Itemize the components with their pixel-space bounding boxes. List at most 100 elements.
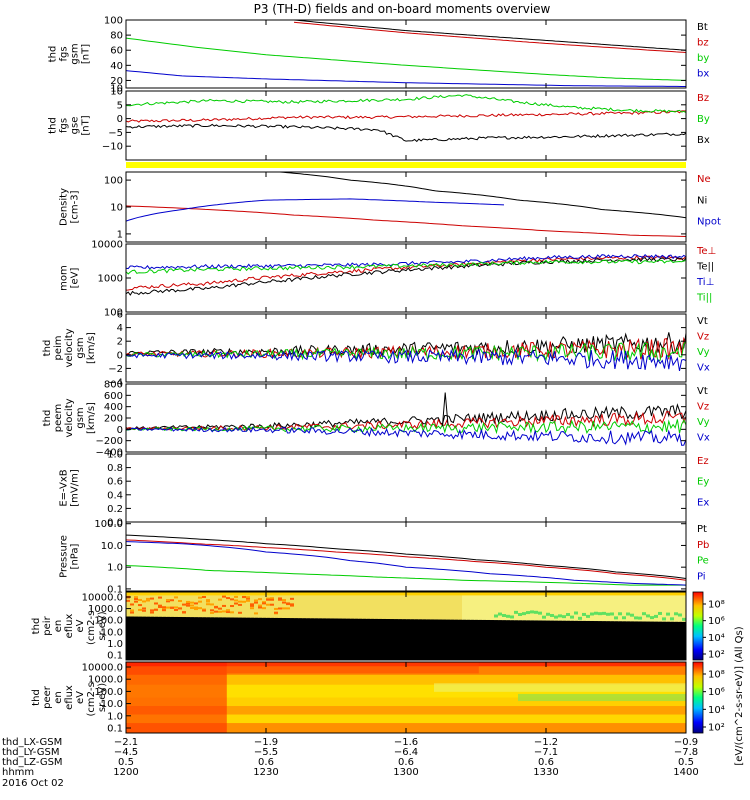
colorbar-tick: 10² (708, 723, 725, 734)
quality-flag-bar (126, 162, 686, 168)
y-tick-label: −10 (102, 142, 123, 153)
y-axis-label: eV (75, 619, 86, 632)
y-tick-label: 100.0 (94, 616, 123, 627)
y-axis-label: gsm (70, 43, 81, 64)
legend-entry: Vy (697, 347, 710, 358)
y-axis-label: peir (42, 615, 53, 635)
series-line-temperature-1 (126, 257, 686, 296)
y-axis-label: [km/s] (86, 332, 97, 364)
y-tick-label: 60 (110, 46, 123, 57)
y-tick-label: 100 (104, 308, 123, 319)
date-label: 2016 Oct 02 (2, 778, 64, 789)
panel-frame (125, 171, 687, 243)
series-line-pressure-1 (126, 539, 686, 581)
y-tick-label: 100.0 (94, 687, 123, 698)
y-tick-label: 0 (117, 425, 123, 436)
legend-entry: Vz (697, 402, 709, 413)
legend-entry: Bz (697, 93, 709, 104)
series-line-fgs-gsm-0 (293, 20, 686, 51)
legend-entry: bx (697, 69, 709, 80)
panel-peim-velocity: Vt Vz Vy Vx 6 4 2 0 −2 −4 thd peim velocity gsm [km/s] (42, 310, 710, 389)
legend-entry: Ne (697, 174, 711, 185)
y-axis-label: peer (42, 685, 53, 709)
series-line-peem-velocity-3 (126, 426, 686, 446)
ephemeris-value: −4.5 (114, 747, 138, 758)
y-tick-label: −200 (96, 436, 123, 447)
y-tick-label: 1000.0 (88, 675, 123, 686)
legend-entry: Ti|| (696, 293, 712, 304)
legend-entry: Ey (697, 477, 709, 488)
y-axis-label: [km/s] (86, 402, 97, 434)
y-axis-label: peim (53, 335, 64, 360)
y-tick-label: 40 (110, 61, 123, 72)
y-axis-label: [nT] (81, 44, 92, 64)
series-line-pressure-3 (126, 541, 686, 586)
y-tick-label: 2 (117, 337, 123, 348)
ephemeris-value: −7.1 (534, 747, 558, 758)
y-tick-label: 0.0 (107, 518, 123, 529)
y-tick-label: 0.4 (107, 490, 123, 501)
legend-entry: Vt (697, 386, 708, 397)
series-line-peem-velocity-1 (126, 411, 686, 431)
panel-pressure: Pt Pb Pe Pi 100.0 10.0 1.0 0.1 Pressure [nPa] (59, 519, 710, 595)
ephemeris-value: −1.6 (394, 737, 418, 748)
ephemeris-value: −7.8 (674, 747, 698, 758)
legend-entry: By (697, 114, 710, 125)
colorbar-strip (692, 661, 704, 734)
y-axis-label: thd (42, 410, 53, 427)
ephemeris-value: −1.2 (534, 737, 558, 748)
legend-entry: Ez (697, 456, 709, 467)
y-axis-label: sr-eV) (97, 683, 108, 712)
y-tick-label: 1000.0 (88, 604, 123, 615)
colorbar-tick: 10⁴ (708, 633, 725, 644)
y-tick-label: 1000 (98, 274, 123, 285)
y-tick-label: 1 (117, 229, 123, 240)
y-axis-label: E=-VxB (59, 469, 70, 506)
legend-entry: Bx (697, 135, 710, 146)
colorbar-tick: 10⁸ (708, 600, 725, 611)
y-tick-label: 10 (110, 87, 123, 98)
panel-frame (125, 453, 687, 523)
series-line-density-0 (126, 205, 686, 237)
y-tick-label: 800 (104, 380, 123, 391)
legend-entry: Ex (697, 497, 709, 508)
y-tick-label: 0.8 (107, 463, 123, 474)
ephemeris-value: −5.5 (254, 747, 278, 758)
series-line-temperature-2 (126, 253, 686, 270)
y-tick-label: 1.0 (107, 450, 123, 461)
series-line-pressure-0 (126, 534, 686, 579)
y-axis-label: fgs (59, 118, 70, 133)
legend-entry: Vz (697, 332, 709, 343)
y-tick-label: −2 (108, 364, 123, 375)
ephemeris-value: 0.6 (398, 757, 414, 768)
y-axis-label: Density (59, 188, 70, 226)
y-axis-label: sr-eV) (97, 611, 108, 640)
y-axis-label: peem (53, 404, 64, 432)
panel-frame (125, 383, 687, 453)
legend-entry: by (697, 53, 709, 64)
y-tick-label: 0 (117, 350, 123, 361)
ephemeris-value: 1400 (673, 767, 698, 778)
y-axis-label: [cm-3] (70, 190, 81, 223)
y-axis-label: thd (48, 117, 59, 134)
y-tick-label: 5 (117, 100, 123, 111)
ephemeris-row-label: thd_LZ-GSM (2, 757, 63, 768)
y-tick-label: 0 (117, 114, 123, 125)
y-tick-label: 10000.0 (82, 593, 123, 604)
y-axis-label: gsm (75, 337, 86, 358)
ephemeris-row-label: thd_LY-GSM (2, 747, 59, 758)
ephemeris-value: 1230 (253, 767, 278, 778)
x-axis-ephemeris: thd_LX-GSM −2.1 −1.9 −1.6 −1.2 −0.9 thd_LY-GSM… (2, 737, 699, 789)
ephemeris-value: 0.5 (678, 757, 694, 768)
series-line-fgs-gsm-2 (126, 37, 686, 81)
colorbar-tick: 10⁸ (708, 670, 725, 681)
ephemeris-value: 1200 (113, 767, 138, 778)
series-line-fgs-gse-0 (126, 110, 686, 123)
series-line-fgs-gse-2 (126, 123, 686, 143)
y-axis-label: thd (42, 340, 53, 357)
y-tick-label: −5 (108, 128, 123, 139)
